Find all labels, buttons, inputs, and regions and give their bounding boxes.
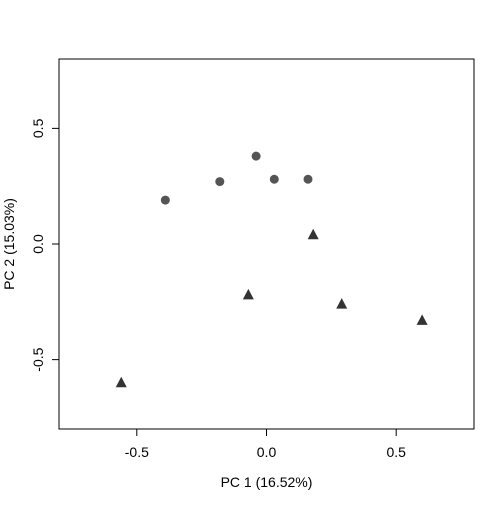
triangle-point [242, 288, 254, 300]
circle-point [215, 177, 225, 187]
triangle-point [115, 376, 127, 388]
y-tick-label: 0.5 [30, 118, 46, 138]
y-axis-label: PC 2 (15.03%) [1, 198, 17, 290]
y-tick-label: -0.5 [30, 347, 46, 371]
circle-point [269, 174, 279, 184]
x-tick-label: 0.5 [386, 444, 406, 460]
x-tick-label: -0.5 [125, 444, 149, 460]
x-axis: -0.5 0.0 0.5 [125, 429, 406, 460]
circle-point [303, 174, 313, 184]
triangle-point [416, 314, 428, 325]
y-tick-label: 0.0 [30, 234, 46, 254]
x-axis-label: PC 1 (16.52%) [221, 474, 313, 490]
triangle-point [336, 298, 348, 309]
x-tick-label: 0.0 [257, 444, 277, 460]
y-axis: -0.5 0.0 0.5 [30, 118, 59, 372]
data-points [115, 151, 428, 388]
circle-point [251, 151, 261, 161]
plot-area-frame [58, 58, 475, 430]
triangle-point [307, 228, 319, 240]
circle-point [160, 195, 170, 205]
